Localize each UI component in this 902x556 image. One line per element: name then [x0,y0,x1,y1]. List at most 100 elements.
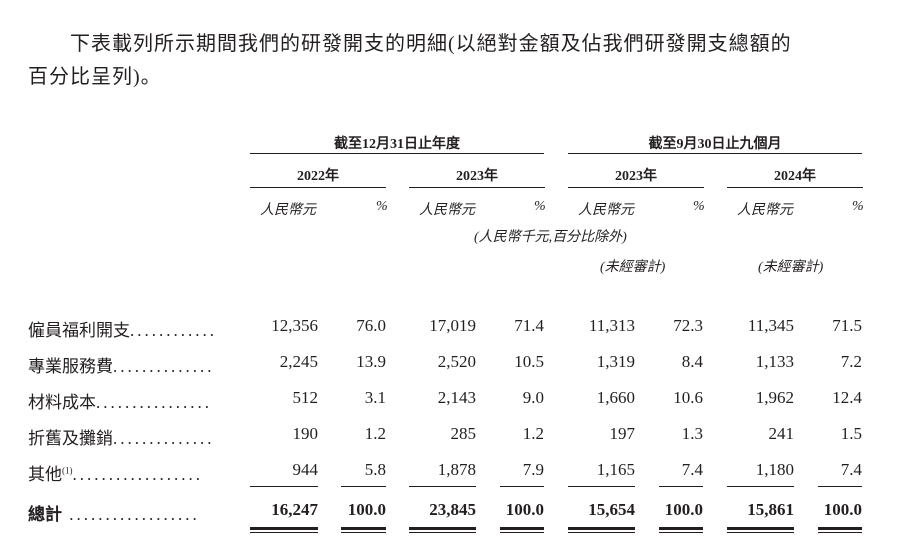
percent-cell: 8.4 [681,352,703,371]
total-label: 總計 [28,505,62,524]
percent-cell: 7.2 [840,352,862,371]
subtotal-rule [659,486,703,487]
year-header: 2023年 [456,169,498,184]
footnote-marker: (1) [62,465,73,476]
row-label: 折舊及攤銷 [28,429,113,448]
percent-cell: 10.6 [673,388,703,407]
total-double-rule [250,527,318,533]
unit-note: (人民幣千元,百分比除外) [474,230,627,245]
rule [250,187,386,188]
percent-unit: % [693,199,705,214]
amount-cell: 1,319 [596,352,635,371]
percent-cell: 12.4 [832,388,862,407]
amount-cell: 190 [292,424,319,443]
amount-cell: 1,180 [755,460,794,479]
amount-cell: 11,345 [747,316,794,335]
percent-cell: 1.5 [840,424,862,443]
row-label: 其他 [28,465,62,484]
total-amount-cell: 15,861 [747,500,794,519]
percent-cell: 1.2 [522,424,544,443]
total-percent-cell: 100.0 [505,500,544,519]
subtotal-rule [568,486,635,487]
amount-cell: 197 [609,424,636,443]
subtotal-rule [727,486,794,487]
total-double-rule [500,527,544,533]
amount-cell: 1,133 [755,352,794,371]
rule [250,153,544,154]
percent-unit: % [852,199,864,214]
year-header: 2024年 [774,169,816,184]
amount-cell: 1,660 [596,388,635,407]
amount-cell: 512 [292,388,319,407]
subtotal-rule [500,486,544,487]
leader-dots: .................. [72,465,203,484]
total-double-rule [568,527,635,533]
amount-cell: 17,019 [429,316,476,335]
subtotal-rule [409,486,476,487]
total-amount-cell: 15,654 [588,500,635,519]
row-label: 專業服務費 [28,357,113,376]
percent-unit: % [534,199,546,214]
amount-cell: 2,143 [437,388,476,407]
percent-cell: 71.4 [514,316,544,335]
leader-dots: .............. [113,357,215,376]
leader-dots: ............ [130,321,217,340]
subtotal-rule [818,486,862,487]
subtotal-rule [341,486,386,487]
percent-cell: 71.5 [832,316,862,335]
amount-cell: 241 [768,424,795,443]
subtotal-rule [250,486,318,487]
total-percent-cell: 100.0 [347,500,386,519]
percent-cell: 7.4 [840,460,862,479]
total-amount-cell: 23,845 [429,500,476,519]
amount-cell: 11,313 [588,316,635,335]
total-double-rule [727,527,794,533]
total-amount-cell: 16,247 [271,500,318,519]
total-percent-cell: 100.0 [664,500,703,519]
total-double-rule [409,527,476,533]
leader-dots: .............. [113,429,215,448]
total-percent-cell: 100.0 [823,500,862,519]
unaudited-note-2023: (未經審計) [600,260,666,275]
amount-cell: 1,962 [755,388,794,407]
header-year-ended: 截至12月31日止年度 [334,137,460,152]
percent-cell: 76.0 [356,316,386,335]
percent-cell: 1.3 [681,424,703,443]
amount-cell: 1,878 [437,460,476,479]
row-label: 材料成本 [28,393,96,412]
percent-cell: 9.0 [522,388,544,407]
total-double-rule [818,527,862,533]
amount-cell: 2,245 [279,352,318,371]
percent-cell: 7.4 [681,460,703,479]
header-nine-months: 截至9月30日止九個月 [648,137,782,152]
rule [409,187,545,188]
unaudited-note-2024: (未經審計) [758,260,824,275]
rule [727,187,863,188]
percent-cell: 13.9 [356,352,386,371]
row-label: 僱員福利開支 [28,321,130,340]
year-header: 2022年 [297,169,339,184]
percent-unit: % [376,199,388,214]
amount-unit: 人民幣元 [737,203,793,218]
rule [568,153,862,154]
percent-cell: 5.8 [364,460,386,479]
amount-unit: 人民幣元 [419,203,475,218]
percent-cell: 72.3 [673,316,703,335]
total-double-rule [341,527,386,533]
amount-cell: 944 [292,460,319,479]
amount-cell: 12,356 [271,316,318,335]
rule [568,187,704,188]
amount-cell: 1,165 [596,460,635,479]
total-double-rule [659,527,703,533]
percent-cell: 10.5 [514,352,544,371]
percent-cell: 3.1 [364,388,386,407]
intro-text-line1: 下表載列所示期間我們的研發開支的明細(以絕對金額及佔我們研發開支總額的 [70,33,792,55]
intro-text-line2: 百分比呈列)。 [28,66,162,88]
amount-unit: 人民幣元 [260,203,316,218]
percent-cell: 7.9 [522,460,544,479]
percent-cell: 1.2 [364,424,386,443]
leader-dots: .................. [62,505,200,524]
leader-dots: ................ [96,393,212,412]
amount-cell: 285 [450,424,477,443]
amount-cell: 2,520 [437,352,476,371]
